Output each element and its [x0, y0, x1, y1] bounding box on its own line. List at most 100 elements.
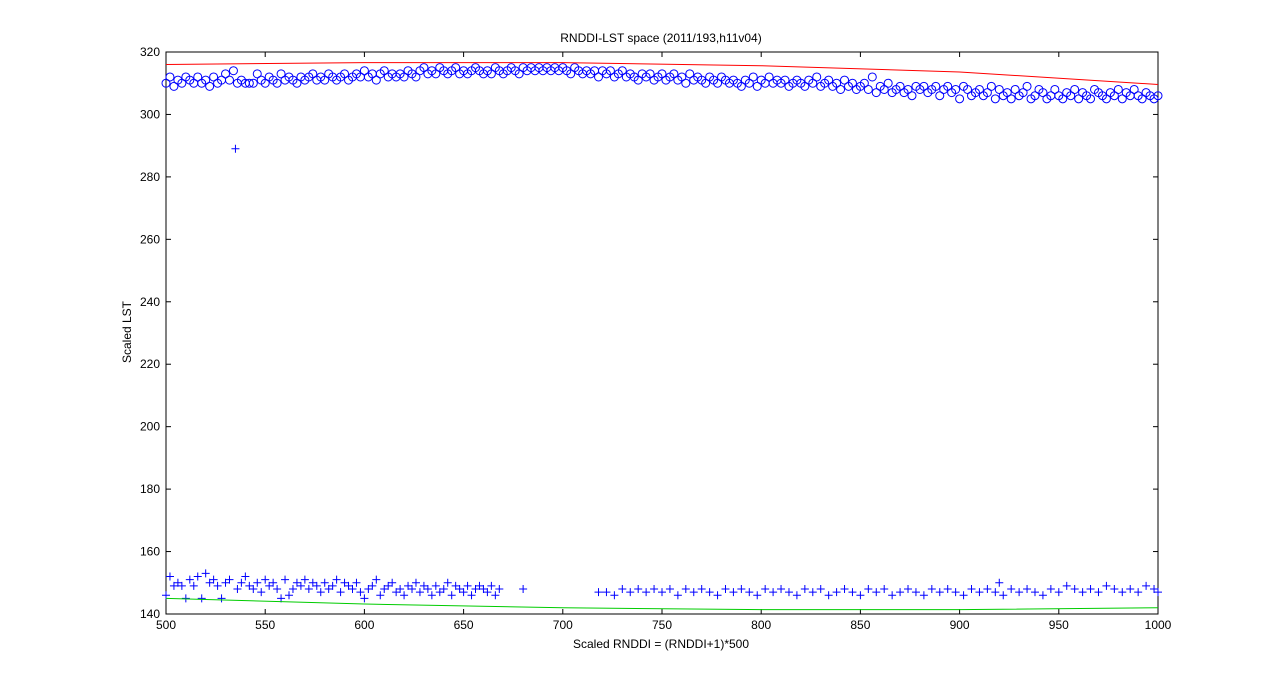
- plus-point: [594, 588, 603, 597]
- circle-point: [411, 72, 421, 82]
- plus-point: [697, 585, 706, 594]
- circle-point: [209, 72, 219, 82]
- circle-point: [566, 69, 576, 79]
- circle-point: [514, 69, 524, 79]
- plus-point: [800, 585, 809, 594]
- plus-point: [312, 581, 321, 590]
- circle-point: [744, 78, 754, 88]
- circle-point: [840, 75, 850, 85]
- circle-point: [486, 69, 496, 79]
- y-tick-label: 320: [140, 45, 160, 59]
- circle-point: [1050, 84, 1060, 94]
- y-tick-label: 180: [140, 482, 160, 496]
- y-tick-label: 280: [140, 170, 160, 184]
- circle-point: [399, 72, 409, 82]
- plot-area: 500 550 600 650 700 750 800 850 900 950 1000 140 160…: [140, 45, 1172, 632]
- circle-point: [451, 63, 461, 73]
- circle-point: [832, 78, 842, 88]
- circle-point: [681, 78, 691, 88]
- circle-point: [748, 72, 758, 82]
- circle-point: [320, 75, 330, 85]
- plus-point: [1046, 585, 1055, 594]
- plus-point: [408, 585, 417, 594]
- plus-point: [348, 585, 357, 594]
- circle-point: [201, 75, 211, 85]
- plus-point: [400, 591, 409, 600]
- circle-point: [205, 81, 215, 91]
- circle-point: [1030, 91, 1040, 101]
- plus-point: [225, 575, 234, 584]
- circle-point: [228, 66, 238, 76]
- circle-point: [617, 66, 627, 76]
- plus-point: [721, 585, 730, 594]
- plus-point: [927, 585, 936, 594]
- y-tick-label: 200: [140, 420, 160, 434]
- plus-point: [257, 588, 266, 597]
- circle-point: [292, 78, 302, 88]
- plus-point: [959, 591, 968, 600]
- plus-point: [415, 588, 424, 597]
- plus-point: [1007, 585, 1016, 594]
- plus-point: [249, 585, 258, 594]
- plus-point: [1102, 581, 1111, 590]
- circle-point: [252, 69, 262, 79]
- circle-point: [871, 88, 881, 98]
- circle-point: [1129, 84, 1139, 94]
- circle-point: [1153, 91, 1163, 101]
- plus-point: [261, 575, 270, 584]
- plus-point: [808, 588, 817, 597]
- plus-point: [296, 581, 305, 590]
- plus-point: [304, 585, 313, 594]
- plus-point: [459, 588, 468, 597]
- plus-point: [824, 591, 833, 600]
- circle-point: [847, 78, 857, 88]
- circle-point: [879, 84, 889, 94]
- plus-point: [769, 588, 778, 597]
- circle-point: [1018, 88, 1028, 98]
- plus-point: [411, 578, 420, 587]
- plus-point: [896, 588, 905, 597]
- plus-point: [388, 578, 397, 587]
- plus-point: [1054, 588, 1063, 597]
- plus-point: [737, 585, 746, 594]
- plus-point: [864, 585, 873, 594]
- plus-point: [300, 575, 309, 584]
- x-tick-label: 650: [454, 618, 474, 632]
- plus-point: [761, 585, 770, 594]
- circle-point: [371, 75, 381, 85]
- plus-point: [856, 591, 865, 600]
- plus-point: [689, 588, 698, 597]
- circle-point: [1038, 88, 1048, 98]
- x-tick-label: 850: [850, 618, 870, 632]
- y-tick-label: 140: [140, 607, 160, 621]
- plus-point: [233, 585, 242, 594]
- plus-point: [634, 585, 643, 594]
- circle-point: [193, 72, 203, 82]
- plus-point: [336, 588, 345, 597]
- plus-point: [975, 588, 984, 597]
- circle-point: [340, 69, 350, 79]
- plus-point: [983, 585, 992, 594]
- circle-point: [935, 91, 945, 101]
- plus-point: [904, 585, 913, 594]
- plus-point: [447, 591, 456, 600]
- plus-point: [753, 591, 762, 600]
- circle-point: [931, 81, 941, 91]
- circle-point: [1010, 84, 1020, 94]
- circle-point: [1086, 94, 1096, 104]
- plus-point: [1094, 588, 1103, 597]
- plus-point: [665, 585, 674, 594]
- plus-point: [376, 591, 385, 600]
- x-tick-label: 750: [652, 618, 672, 632]
- x-tick-label: 500: [156, 618, 176, 632]
- circle-point: [1109, 91, 1119, 101]
- plus-point: [1154, 588, 1162, 597]
- circle-point: [982, 88, 992, 98]
- plus-point: [784, 588, 793, 597]
- circle-point: [800, 81, 810, 91]
- plus-point: [1126, 585, 1135, 594]
- circle-point: [951, 84, 961, 94]
- plus-point: [1118, 588, 1127, 597]
- circle-point: [248, 78, 258, 88]
